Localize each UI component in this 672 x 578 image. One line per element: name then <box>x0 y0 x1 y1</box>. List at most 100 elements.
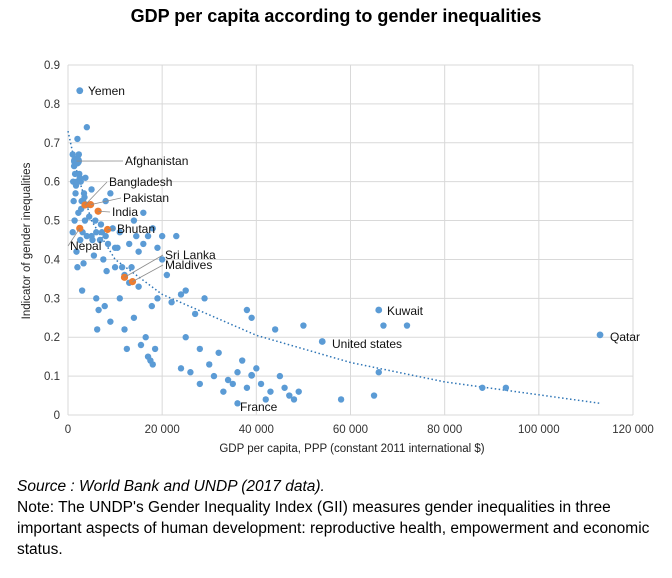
y-tick-label: 0.7 <box>44 138 60 150</box>
data-point <box>70 197 77 205</box>
data-point <box>107 318 114 325</box>
data-point-maldives <box>128 278 137 286</box>
annotation-united-states: United states <box>332 337 402 351</box>
data-point <box>281 384 288 391</box>
data-point <box>206 361 213 368</box>
data-point <box>123 345 131 353</box>
data-point <box>69 229 76 236</box>
data-point <box>267 388 274 395</box>
data-point <box>271 326 279 333</box>
y-tick-label: 0.8 <box>44 99 60 111</box>
data-point <box>215 349 222 356</box>
data-point <box>77 236 84 244</box>
y-tick-label: 0.5 <box>44 216 60 228</box>
annotation-bhutan: Bhutan <box>117 222 155 236</box>
data-point <box>257 380 265 388</box>
data-point <box>158 256 166 263</box>
data-point <box>80 260 87 267</box>
data-point <box>201 295 208 302</box>
annotation-qatar: Qatar <box>610 330 640 344</box>
grid <box>67 64 634 416</box>
data-point <box>149 225 156 232</box>
data-point <box>375 369 382 376</box>
data-point-united-states <box>318 338 326 345</box>
annotation-kuwait: Kuwait <box>387 304 424 318</box>
data-point <box>95 306 102 314</box>
y-tick-label: 0.1 <box>44 371 60 383</box>
data-point <box>97 221 105 228</box>
annotation-maldives: Maldives <box>165 258 212 272</box>
data-point <box>177 365 185 372</box>
data-point <box>295 388 302 395</box>
chart-title: GDP per capita according to gender inequ… <box>131 6 542 26</box>
data-point <box>130 217 138 224</box>
data-point <box>253 365 260 372</box>
data-point <box>78 287 86 294</box>
data-point <box>83 124 91 131</box>
leader-line <box>90 197 122 206</box>
x-tick-label: 40 000 <box>239 424 274 436</box>
data-point <box>114 244 121 251</box>
data-point <box>85 213 93 220</box>
data-point-france <box>248 371 256 379</box>
data-point <box>151 345 159 353</box>
data-point <box>243 384 251 391</box>
data-point <box>262 396 269 403</box>
data-point <box>116 229 123 236</box>
data-point <box>370 392 378 399</box>
data-point <box>337 396 345 403</box>
data-point <box>210 372 218 380</box>
data-point <box>104 240 112 248</box>
data-point <box>128 264 135 271</box>
note-text: Note: The UNDP's Gender Inequality Index… <box>17 499 650 558</box>
x-tick-label: 120 000 <box>612 424 654 436</box>
data-point <box>109 225 116 232</box>
leader-line <box>98 210 111 213</box>
data-point-kuwait <box>375 306 383 314</box>
data-point <box>82 174 89 181</box>
annotation-france: France <box>240 400 278 414</box>
annotation-india: India <box>112 205 138 219</box>
leader-line <box>124 254 164 278</box>
data-point-nepal <box>76 224 84 232</box>
data-point <box>502 384 510 391</box>
data-point <box>224 376 232 384</box>
data-point <box>479 384 486 391</box>
data-point <box>74 264 81 271</box>
data-point <box>81 194 88 201</box>
x-tick-label: 80 000 <box>427 424 462 436</box>
leader-line <box>132 264 164 282</box>
data-point <box>107 190 114 197</box>
annotation-pakistan: Pakistan <box>123 191 169 205</box>
y-tick-label: 0.3 <box>44 293 60 305</box>
data-point <box>196 345 204 353</box>
data-point <box>111 264 119 271</box>
data-point <box>93 295 100 302</box>
data-point <box>118 264 126 271</box>
data-point <box>77 178 84 185</box>
data-point <box>220 388 227 395</box>
data-point <box>234 369 241 376</box>
x-axis-label: GDP per capita, PPP (constant 2011 inter… <box>219 443 484 455</box>
y-tick-label: 0 <box>54 410 60 422</box>
data-point <box>130 314 138 321</box>
annotation-afghanistan: Afghanistan <box>125 154 188 168</box>
data-point <box>248 314 255 321</box>
data-point <box>71 217 78 224</box>
data-point <box>133 232 140 240</box>
y-tick-label: 0.9 <box>44 60 60 72</box>
data-point <box>83 232 91 240</box>
data-point <box>163 271 171 279</box>
annotation-nepal: Nepal <box>70 239 101 253</box>
data-point <box>93 229 100 236</box>
leader-line <box>84 181 108 206</box>
data-point <box>72 190 79 197</box>
data-point <box>380 322 387 329</box>
data-point <box>74 135 81 143</box>
data-point <box>144 232 152 240</box>
source-text: Source : World Bank and UNDP (2017 data)… <box>17 478 325 495</box>
data-point <box>135 248 142 255</box>
data-point <box>173 232 180 240</box>
data-point <box>154 244 161 251</box>
